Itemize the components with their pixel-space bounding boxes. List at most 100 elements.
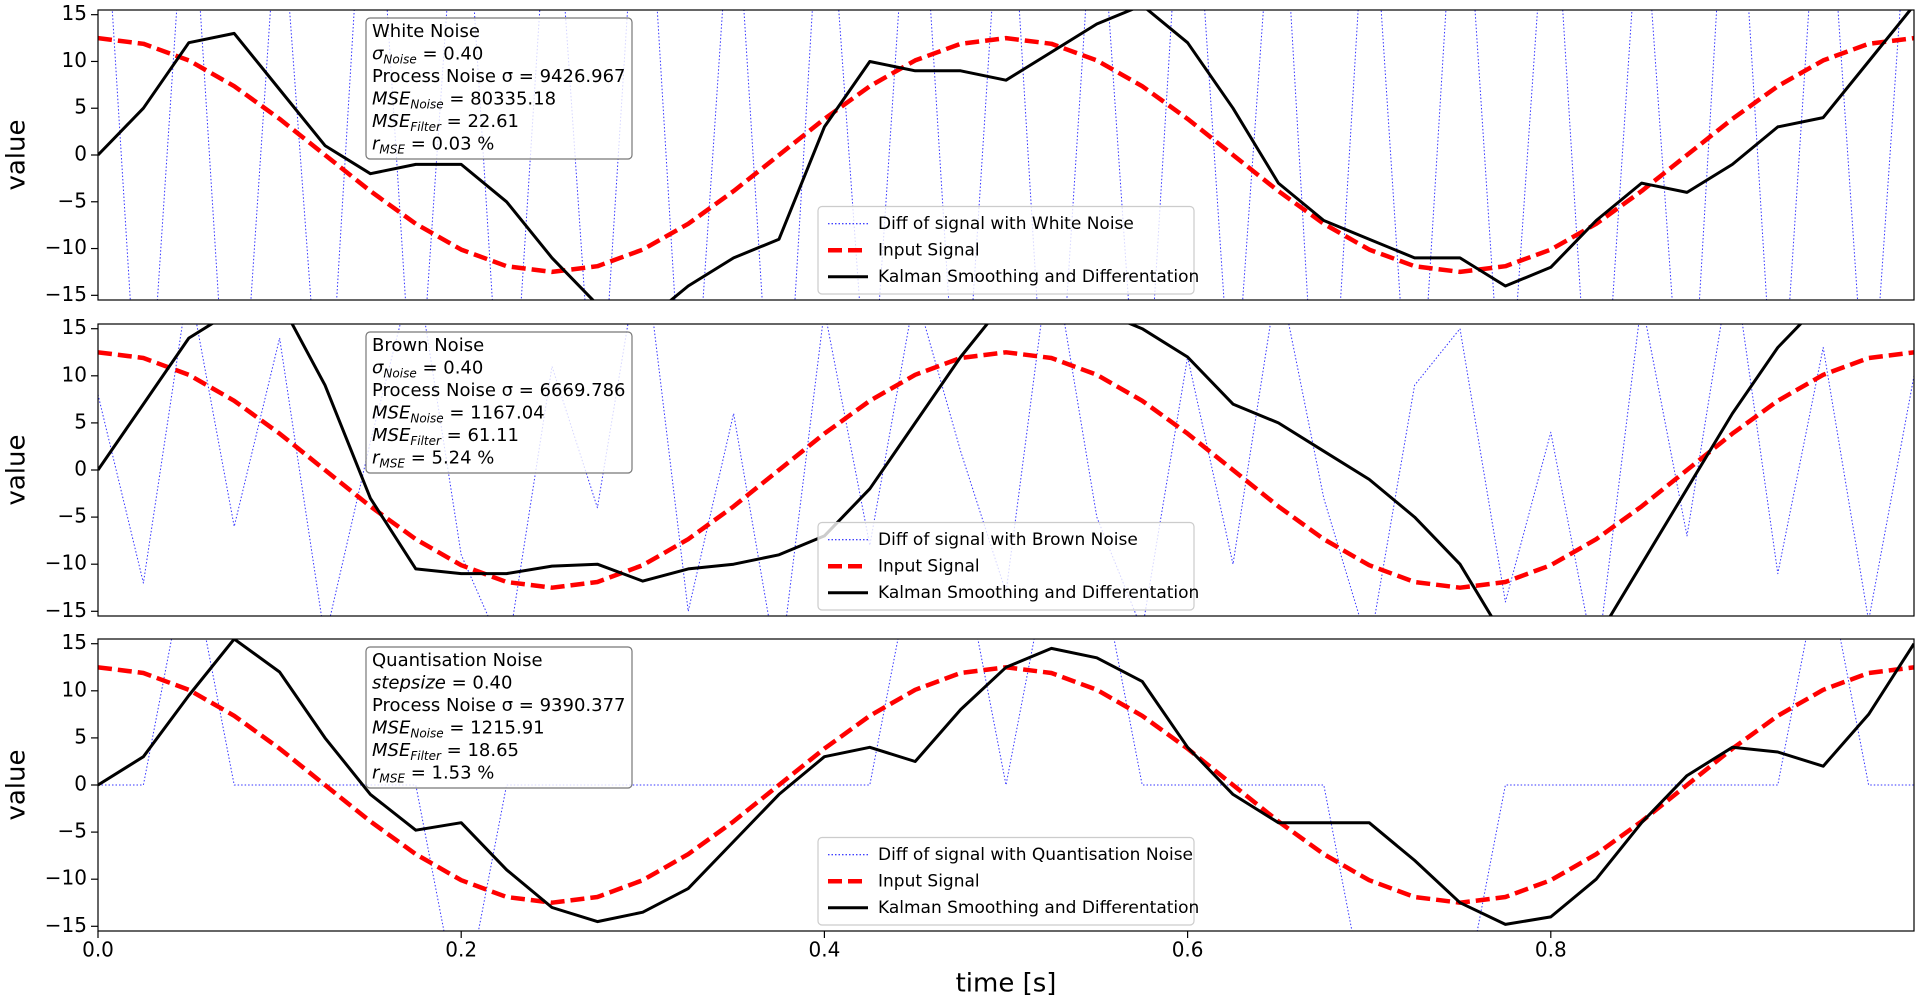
y-tick-label: 0 (74, 772, 87, 796)
annotation-value: = 1215.91 (444, 718, 545, 739)
annotation-symbol: stepsize (372, 673, 446, 694)
annotation-line: MSENoise = 80335.18 (372, 89, 556, 112)
legend-label: Kalman Smoothing and Differentation (878, 267, 1199, 287)
annotation-line: Process Noise σ = 9426.967 (372, 66, 625, 87)
y-tick-label: −15 (45, 913, 87, 937)
y-tick-label: 15 (62, 630, 87, 654)
x-axis-label: time [s] (956, 969, 1057, 999)
legend-label: Diff of signal with White Noise (878, 214, 1134, 234)
annotation-symbol: σ (372, 44, 384, 65)
annotation-symbol: MSE (372, 89, 411, 110)
annotation-line: MSENoise = 1215.91 (372, 718, 545, 741)
legend-label: Input Signal (878, 240, 980, 260)
series-line (98, 324, 1803, 616)
x-tick-label: 0.8 (1535, 938, 1567, 962)
y-tick-label: 15 (62, 315, 87, 339)
x-tick-label: 0.4 (808, 938, 840, 962)
y-tick-label: −5 (58, 504, 87, 528)
annotation-subscript: Noise (383, 52, 416, 66)
annotation-line: stepsize = 0.40 (372, 673, 512, 694)
y-tick-label: 5 (74, 409, 87, 433)
plot-area (98, 639, 1914, 931)
y-tick-label: 0 (74, 142, 87, 166)
annotation-value: = 22.61 (441, 111, 519, 132)
y-tick-label: −5 (58, 819, 87, 843)
annotation-symbol: MSE (372, 718, 411, 739)
series-line (98, 35, 1914, 275)
annotation-value: = 0.40 (446, 673, 513, 694)
legend-label: Kalman Smoothing and Differentation (878, 898, 1199, 918)
y-tick-label: 10 (62, 677, 87, 701)
annotation-subscript: MSE (379, 456, 405, 470)
annotation-value: = 0.40 (417, 44, 484, 65)
annotation-line: Process Noise σ = 6669.786 (372, 380, 625, 401)
annotation-symbol: r (372, 134, 381, 155)
legend-box (817, 836, 1195, 926)
annotation-line: σNoise = 0.40 (372, 358, 483, 381)
annotation-subscript: Filter (410, 749, 442, 763)
annotation-subscript: MSE (379, 771, 405, 785)
axes-frame (97, 323, 1915, 617)
series-line (98, 350, 1914, 590)
annotation-value: = 18.65 (441, 740, 519, 761)
y-tick-label: 10 (62, 48, 87, 72)
y-tick-label: −10 (45, 551, 87, 575)
annotation-subscript: Noise (410, 411, 443, 425)
annotation-value: = 0.40 (417, 358, 484, 379)
annotation-box (365, 646, 633, 789)
annotation-line: White Noise (372, 21, 480, 42)
y-axis-label: value (2, 119, 32, 190)
annotation-line: rMSE = 0.03 % (372, 134, 494, 157)
y-tick-label: 5 (74, 95, 87, 119)
annotation-value: = 0.03 % (405, 134, 494, 155)
axes-frame (97, 638, 1915, 932)
axes-frame (97, 9, 1915, 301)
y-tick-label: 10 (62, 362, 87, 386)
annotation-symbol: MSE (372, 740, 411, 761)
annotation-symbol: σ (372, 358, 384, 379)
series-line (98, 10, 1913, 300)
y-tick-label: −15 (45, 282, 87, 306)
legend-label: Diff of signal with Quantisation Noise (878, 845, 1193, 865)
annotation-line: MSEFilter = 22.61 (372, 111, 519, 134)
annotation-value: = 1.53 % (405, 763, 494, 784)
y-axis-label: value (2, 749, 32, 820)
series-line (111, 10, 1901, 300)
annotation-symbol: MSE (372, 403, 411, 424)
annotation-line: Process Noise σ = 9390.377 (372, 695, 625, 716)
y-tick-label: −15 (45, 598, 87, 622)
annotation-value: = 5.24 % (405, 448, 494, 469)
legend-label: Kalman Smoothing and Differentation (878, 583, 1199, 603)
annotation-subscript: MSE (379, 142, 405, 156)
y-axis-label: value (2, 434, 32, 505)
series-line (98, 639, 1914, 926)
y-tick-label: −10 (45, 866, 87, 890)
annotation-line: rMSE = 5.24 % (372, 448, 494, 471)
legend-label: Input Signal (878, 871, 980, 891)
annotation-line: Quantisation Noise (372, 650, 543, 671)
annotation-line: σNoise = 0.40 (372, 44, 483, 67)
legend-label: Diff of signal with Brown Noise (878, 530, 1138, 550)
plot-area (98, 10, 1914, 300)
annotation-value: = 80335.18 (444, 89, 556, 110)
y-tick-label: 15 (62, 1, 87, 25)
plot-area (98, 324, 1914, 616)
annotation-subscript: Noise (410, 97, 443, 111)
x-tick-label: 0.2 (445, 938, 477, 962)
annotation-line: MSENoise = 1167.04 (372, 403, 545, 426)
annotation-value: = 61.11 (441, 425, 519, 446)
annotation-subscript: Filter (410, 120, 442, 134)
annotation-symbol: r (372, 763, 381, 784)
annotation-subscript: Noise (410, 726, 443, 740)
annotation-box (365, 331, 633, 474)
annotation-line: rMSE = 1.53 % (372, 763, 494, 786)
annotation-symbol: MSE (372, 111, 411, 132)
annotation-symbol: MSE (372, 425, 411, 446)
annotation-line: MSEFilter = 18.65 (372, 740, 519, 763)
y-tick-label: 5 (74, 724, 87, 748)
y-tick-label: −5 (58, 188, 87, 212)
x-tick-label: 0.0 (82, 938, 114, 962)
annotation-value: = 1167.04 (444, 403, 545, 424)
